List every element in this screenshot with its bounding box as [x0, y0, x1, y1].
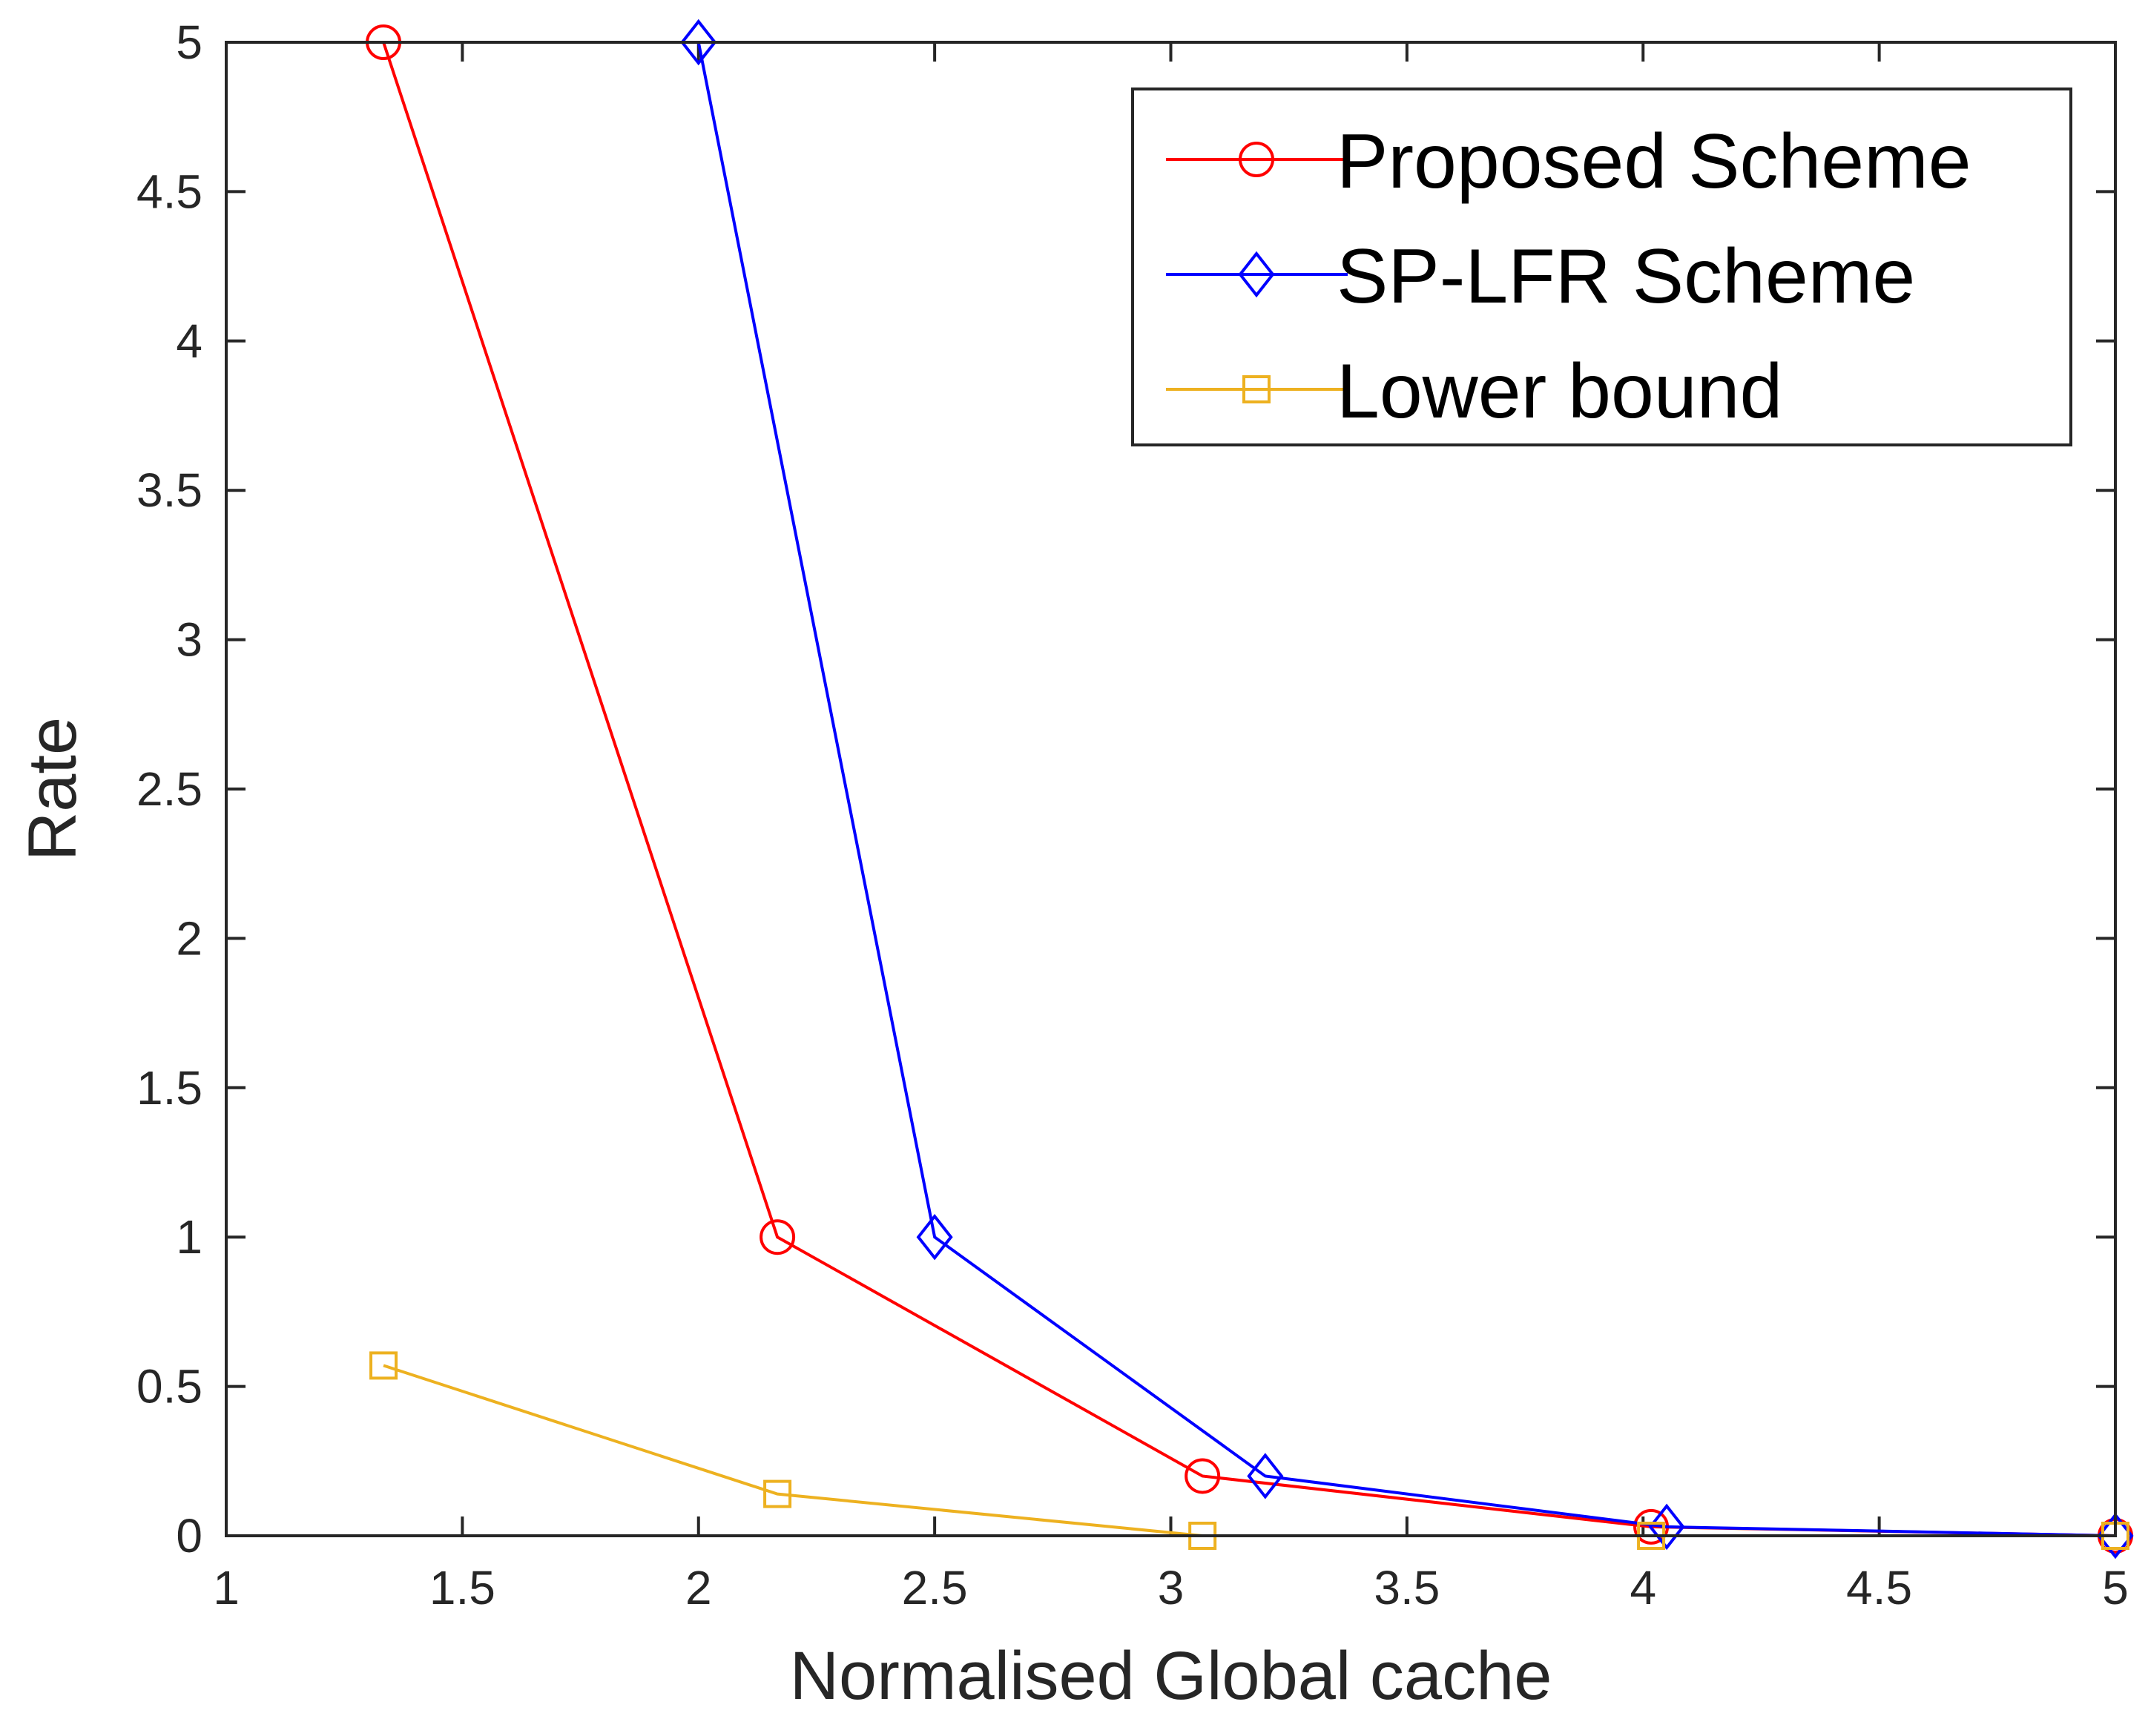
x-tick-label: 4.5: [1846, 1561, 1912, 1614]
legend-label: Lower bound: [1337, 349, 1782, 435]
x-tick-label: 4: [1630, 1561, 1656, 1614]
legend-label: Proposed Scheme: [1337, 119, 1971, 205]
data-point-diamond: [916, 1213, 953, 1261]
legend-entry: Lower bound: [1166, 349, 1782, 435]
x-tick-labels: 1 1.5 2 2.5 3 3.5 4 4.5 5: [213, 1561, 2129, 1614]
series-line: [696, 42, 2116, 1537]
data-point-diamond: [680, 19, 717, 66]
y-tick-label: 5: [176, 16, 202, 69]
y-tick-label: 3: [176, 613, 202, 667]
y-tick-label: 4.5: [136, 165, 202, 218]
y-tick-label: 0.5: [136, 1360, 202, 1413]
data-point-circle: [1185, 1458, 1221, 1494]
y-tick-label: 2: [176, 911, 202, 965]
y-tick-label: 1: [176, 1210, 202, 1264]
data-point-diamond: [1648, 1503, 1685, 1551]
y-tick-labels: 0 0.5 1 1.5 2 2.5 3 3.5 4 4.5 5: [136, 16, 202, 1562]
x-axis-title: Normalised Global cache: [790, 1638, 1552, 1714]
x-tick-label: 1.5: [429, 1561, 495, 1614]
data-point-diamond: [1247, 1453, 1284, 1499]
data-point-square: [369, 1351, 398, 1380]
legend-box: [1131, 88, 2072, 446]
legend-entry: Proposed Scheme: [1166, 119, 1971, 205]
legend-marker-diamond: [1238, 251, 1275, 298]
y-tick-label: 2.5: [136, 762, 202, 816]
series-sp-lfr-scheme: [680, 19, 2134, 1560]
data-point-diamond: [2097, 1512, 2134, 1560]
legend-label: SP-LFR Scheme: [1337, 234, 1915, 320]
x-tick-label: 2: [685, 1561, 712, 1614]
x-tick-label: 3.5: [1374, 1561, 1440, 1614]
data-point-circle: [760, 1219, 796, 1255]
x-tick-label: 2.5: [902, 1561, 968, 1614]
y-tick-label: 1.5: [136, 1061, 202, 1115]
x-tick-label: 1: [213, 1561, 240, 1614]
legend: Proposed Scheme SP-LFR Scheme Lower bound: [1131, 88, 2072, 446]
x-tick-label: 5: [2102, 1561, 2129, 1614]
legend-marker-circle: [1239, 142, 1274, 177]
legend-entry: SP-LFR Scheme: [1166, 234, 1915, 320]
axes-frame: [225, 41, 2117, 1537]
y-axis-title: Rate: [15, 717, 90, 861]
data-point-square: [763, 1479, 792, 1508]
x-tick-label: 3: [1158, 1561, 1185, 1614]
y-tick-label: 0: [176, 1509, 202, 1562]
y-tick-label: 4: [176, 314, 202, 368]
y-tick-label: 3.5: [136, 463, 202, 517]
legend-marker-square: [1242, 375, 1271, 403]
